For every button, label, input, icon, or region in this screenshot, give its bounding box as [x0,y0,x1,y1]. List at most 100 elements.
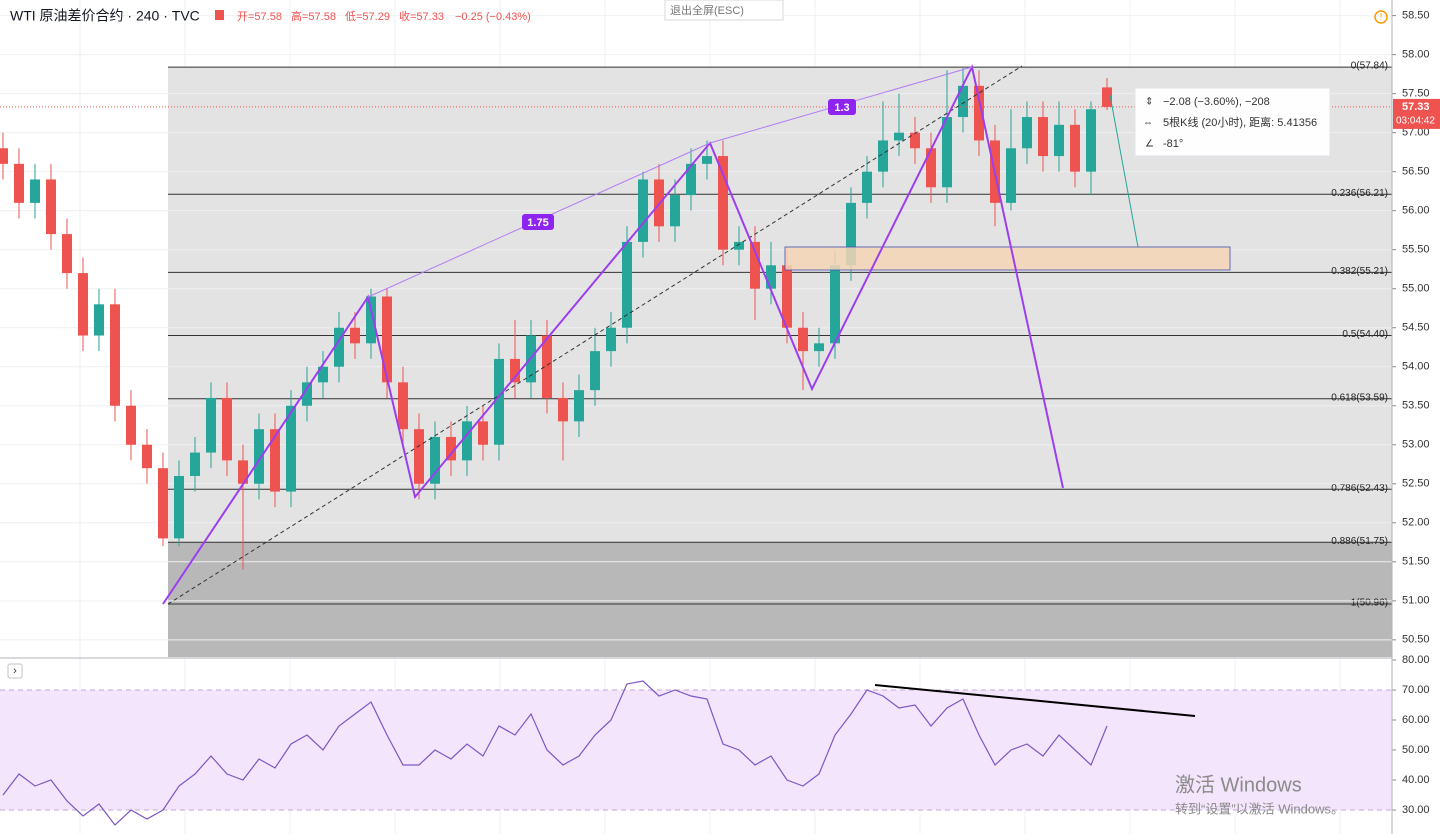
candle-body [110,304,120,406]
candle-body [478,421,488,445]
candle-body [894,132,904,141]
y-tick-label: 53.00 [1402,439,1430,451]
candle-body [254,429,264,484]
measure-text: 5根K线 (20小时), 距离: 5.41356 [1163,115,1317,129]
candle-body [638,179,648,242]
candle-body [734,241,744,250]
candle-body [542,335,552,398]
candle-body [142,444,152,469]
candle-body [382,296,392,383]
y-tick-label: 50.50 [1402,634,1430,646]
pattern-ratio-line [367,66,973,298]
y-tick-label: 30.00 [1402,804,1430,816]
symbol-title: WTI 原油差价合约 · 240 · TVC [10,8,200,24]
y-tick-label: 56.50 [1402,166,1430,178]
rsi-pane: 30.00 40.00 50.00 60.00 70.00 80.00 [0,654,1430,826]
candle-body [942,117,952,188]
y-tick-label: 40.00 [1402,774,1430,786]
y-tick-label: 56.00 [1402,205,1430,217]
ratio-label: 1.75 [527,217,548,229]
candle-body [974,85,984,141]
flag-icon [215,10,224,20]
projection-line [1109,94,1139,248]
info-icon-mark: ! [1380,11,1383,21]
candle-body [494,358,504,445]
candle-body [462,421,472,461]
candle-body [190,452,200,476]
collapse-icon: › [13,665,17,677]
countdown: 03:04:42 [1396,116,1435,127]
y-tick-label: 55.50 [1402,244,1430,256]
candle-body [158,468,168,539]
candle-body [238,460,248,484]
y-tick-label: 57.00 [1402,127,1430,139]
candle-body [622,241,632,328]
info-icon[interactable] [1374,10,1388,24]
y-tick-label: 57.50 [1402,88,1430,100]
fib-label: 0.618(53.59) [1331,392,1388,403]
candle-body [590,351,600,391]
candle-body [686,163,696,196]
y-tick-label: 80.00 [1402,654,1430,666]
measure-icon: ⇕ [1145,97,1153,108]
fib-label: 0(57.84) [1351,61,1388,72]
candle-body [206,397,216,453]
candle-body [350,327,360,344]
candle-body [606,327,616,352]
ratio-badge [522,214,554,230]
candle-body [1038,117,1048,157]
y-tick-label: 58.00 [1402,49,1430,61]
y-tick-label: 51.50 [1402,556,1430,568]
candle-body [814,343,824,352]
ratio-label: 1.3 [834,102,849,114]
trend-line [167,65,1023,605]
y-tick-label: 55.00 [1402,283,1430,295]
candle-body [270,429,280,492]
candle-body [958,85,968,118]
y-tick-label: 53.50 [1402,400,1430,412]
candle-body [574,390,584,422]
divergence-line [874,684,1196,717]
candle-body [862,171,872,203]
candle-body [798,327,808,352]
drawings: 1.75 1.3 ⇕ −2.08 (−3.60%), −208 ⇔ 5根K线 (… [162,63,1331,605]
candle-body [846,202,856,266]
candle-body [766,265,776,289]
y-tick-label: 52.50 [1402,478,1430,490]
fib-label: 0.236(56.21) [1331,188,1388,199]
candle-body [910,132,920,149]
y-tick-label: 58.50 [1402,10,1430,22]
fib-label: 1(50.96) [1351,598,1388,609]
y-tick-label: 51.00 [1402,595,1430,607]
candle-body [174,475,184,539]
candle-body [334,327,344,367]
candle-body [318,366,328,383]
candle-body [78,273,88,336]
ohlc: 低=57.29 [345,10,390,23]
ohlc: 开=57.58 [237,11,282,23]
measure-box [1134,87,1331,157]
measure-icon: ∠ [1145,139,1154,150]
fullscreen-hint-box[interactable] [664,0,784,21]
candle-body [126,405,136,445]
fib-label: 0.886(51.75) [1331,536,1388,547]
fib-label: 0.5(54.40) [1342,329,1388,340]
fullscreen-hint[interactable]: 退出全屏(ESC) [670,3,744,17]
fib-label: 0.382(55.21) [1331,266,1388,277]
candle-body [718,156,728,250]
candle-body [1102,87,1112,107]
last-price-tag [1393,98,1440,129]
measure-text: −2.08 (−3.60%), −208 [1163,96,1270,108]
last-price-label: 57.33 [1402,101,1430,113]
candle-body [1070,124,1080,172]
candle-body [398,382,408,430]
candle-body [1006,148,1016,203]
ohlc: 收=57.33 [399,9,444,23]
candle-body [94,304,104,336]
candle-body [366,296,376,344]
collapse-button[interactable] [7,663,23,679]
candle-body [750,241,760,289]
ratio-badge [828,99,856,115]
candle-body [830,265,840,344]
